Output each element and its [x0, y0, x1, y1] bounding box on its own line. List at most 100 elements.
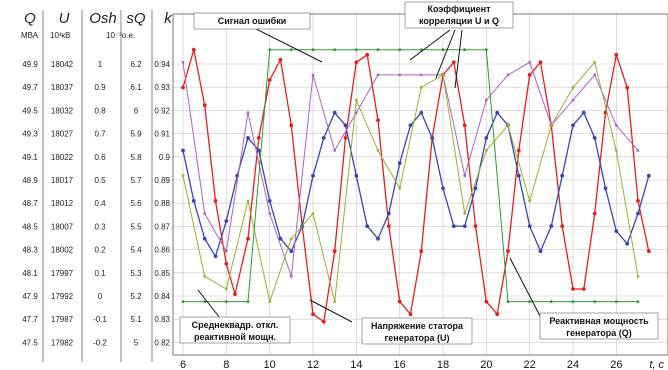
series-line: [183, 49, 638, 303]
data-point: [365, 224, 370, 229]
data-point: [625, 85, 630, 90]
u-header: U: [59, 10, 70, 27]
data-point: [203, 212, 207, 215]
data-point: [506, 123, 510, 127]
data-point: [625, 241, 630, 246]
data-point: [571, 300, 575, 303]
left-tick-label: 18022: [51, 153, 74, 162]
data-point: [343, 136, 348, 140]
data-point: [593, 60, 597, 64]
k-tick-label: 0.92: [154, 106, 170, 115]
left-tick-label: 5.1: [130, 315, 142, 324]
data-point: [343, 123, 348, 128]
left-tick-label: 49.7: [22, 83, 38, 92]
data-point: [549, 300, 553, 303]
left-tick-label: 5.2: [130, 292, 142, 301]
data-point: [528, 60, 532, 64]
left-tick-label: 49.3: [22, 130, 38, 139]
left-tick-label: 47.9: [22, 292, 38, 301]
sq-unit: 10⁻³о.е.: [106, 31, 135, 40]
q-header: Q: [24, 10, 36, 27]
data-point: [256, 136, 261, 140]
left-tick-label: 6.1: [130, 83, 142, 92]
data-point: [549, 123, 553, 127]
annotation-rms-line2: реактивной мощн.: [194, 332, 276, 342]
k-tick-label: 0.93: [154, 83, 170, 92]
k-tick-label: 0.82: [154, 338, 170, 347]
k-tick-label: 0.88: [154, 199, 170, 208]
data-point: [484, 299, 489, 304]
left-tick-label: 5.8: [130, 153, 142, 162]
data-point: [246, 300, 250, 303]
data-point: [430, 136, 435, 140]
data-point: [484, 98, 488, 102]
q-unit: МВА: [21, 31, 39, 40]
annotation-corr-line1: Коэффициент: [427, 4, 491, 14]
data-point: [398, 48, 402, 52]
data-point: [191, 199, 196, 203]
data-point: [463, 174, 467, 178]
data-point: [636, 211, 640, 216]
data-point: [571, 98, 575, 102]
osh-header: Osh: [89, 10, 117, 27]
k-tick-label: 0.91: [154, 130, 170, 139]
x-axis-ticks: 6 8 10 12 14 16 18 20 22 24 26: [180, 359, 623, 370]
data-point: [289, 237, 293, 241]
data-point: [246, 136, 250, 140]
annotation-voltage: Напряжение статора генератора (U): [309, 299, 473, 345]
data-point: [321, 319, 326, 324]
data-point: [354, 98, 358, 102]
data-point: [181, 60, 185, 64]
data-point: [354, 111, 358, 115]
x-tick-label: 14: [350, 359, 362, 370]
data-point: [246, 111, 250, 115]
left-tick-label: 0.3: [94, 222, 106, 231]
data-point: [506, 300, 510, 303]
data-point: [581, 287, 586, 291]
left-tick-label: 0.7: [94, 130, 106, 139]
annotation-correlation: Коэффициент корреляции U и Q: [404, 1, 514, 89]
left-tick-label: 17987: [51, 315, 74, 324]
left-tick-label: 48.3: [22, 246, 38, 255]
data-point: [333, 149, 337, 152]
left-tick-label: 18012: [51, 199, 74, 208]
data-point: [581, 110, 586, 115]
left-tick-label: 47.7: [22, 315, 38, 324]
data-point: [408, 312, 413, 317]
left-tick-label: 5.7: [130, 176, 142, 185]
x-tick-label: 12: [307, 359, 319, 370]
x-tick-label: 6: [180, 359, 186, 370]
data-point: [614, 149, 618, 152]
left-tick-label: 18042: [51, 60, 74, 69]
annotation-rms-line1: Среднеквадр. откл.: [192, 320, 279, 330]
left-tick-label: 5.6: [130, 199, 142, 208]
data-point: [441, 48, 445, 52]
left-tick-label: 0.4: [94, 199, 106, 208]
k-header: k: [164, 10, 173, 27]
x-tick-label: 8: [223, 359, 229, 370]
data-point: [202, 236, 207, 241]
left-tick-label: 0.5: [94, 176, 106, 185]
annotation-rms: Среднеквадр. откл. реактивной мощн.: [179, 289, 291, 344]
data-point: [603, 186, 608, 191]
data-point: [593, 73, 597, 77]
left-tick-label: 5.3: [130, 269, 142, 278]
data-point: [527, 224, 532, 229]
data-point: [268, 212, 272, 215]
data-point: [224, 219, 229, 223]
annotation-error-signal: Сигнал ошибки: [193, 12, 323, 63]
x-tick-label: 20: [480, 359, 492, 370]
annotation-react-line2: генератора (Q): [566, 328, 631, 338]
data-point: [484, 48, 488, 52]
data-point: [571, 86, 575, 89]
left-tick-label: 17997: [51, 269, 74, 278]
series-line: [182, 61, 639, 304]
data-point: [311, 173, 315, 178]
data-point: [181, 148, 185, 153]
x-tick-label: 16: [394, 359, 406, 370]
x-tick-label: 24: [567, 359, 579, 370]
left-tick-label: 1: [98, 60, 103, 69]
data-point: [495, 312, 500, 317]
data-point: [289, 48, 293, 52]
data-point: [397, 299, 402, 304]
